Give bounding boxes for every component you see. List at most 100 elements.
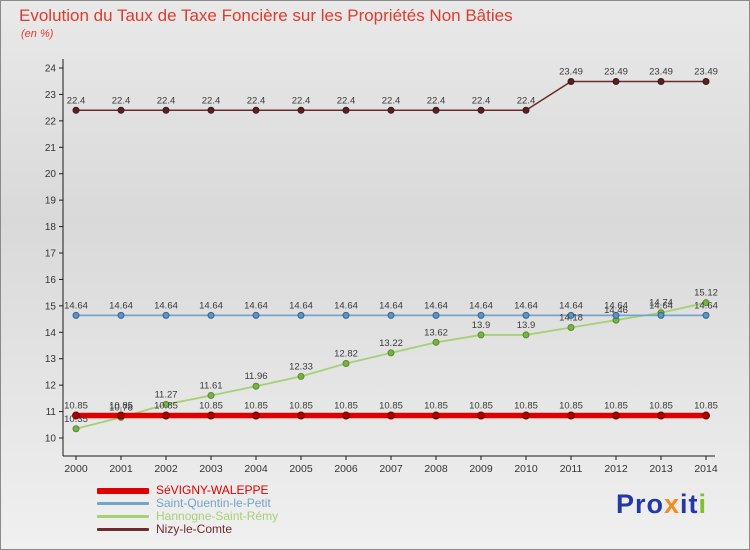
svg-text:2001: 2001 bbox=[109, 463, 133, 475]
svg-text:14.18: 14.18 bbox=[559, 313, 583, 324]
svg-text:2007: 2007 bbox=[379, 463, 403, 475]
svg-text:10.85: 10.85 bbox=[199, 401, 223, 412]
chart-title: Evolution du Taux de Taxe Foncière sur l… bbox=[19, 6, 513, 25]
svg-text:21: 21 bbox=[45, 143, 57, 154]
svg-text:2006: 2006 bbox=[334, 463, 358, 475]
svg-text:20: 20 bbox=[45, 169, 57, 180]
svg-text:10: 10 bbox=[45, 434, 57, 445]
legend-item: Saint-Quentin-le-Petit bbox=[97, 497, 278, 510]
svg-text:2009: 2009 bbox=[469, 463, 493, 475]
svg-text:11.27: 11.27 bbox=[154, 389, 177, 400]
series-3 bbox=[72, 77, 710, 114]
svg-text:18: 18 bbox=[45, 222, 57, 233]
svg-text:10.85: 10.85 bbox=[424, 401, 448, 412]
svg-text:23: 23 bbox=[45, 90, 57, 101]
legend-label: Nizy-le-Comte bbox=[156, 522, 233, 536]
legend-item: SéVIGNY-WALEPPE bbox=[97, 484, 278, 497]
svg-text:10.85: 10.85 bbox=[604, 401, 628, 412]
svg-text:14.64: 14.64 bbox=[379, 300, 403, 311]
svg-text:13.9: 13.9 bbox=[517, 320, 536, 331]
svg-text:14.64: 14.64 bbox=[199, 300, 223, 311]
legend-item: Nizy-le-Comte bbox=[97, 523, 278, 536]
svg-text:17: 17 bbox=[45, 249, 57, 260]
svg-text:10.85: 10.85 bbox=[694, 401, 718, 412]
svg-text:22.4: 22.4 bbox=[247, 95, 266, 106]
svg-text:13.22: 13.22 bbox=[379, 338, 403, 349]
proxiti-logo: Proxiti bbox=[616, 489, 707, 520]
svg-text:14.64: 14.64 bbox=[604, 300, 628, 311]
chart-subtitle: (en %) bbox=[21, 28, 54, 40]
svg-text:10.85: 10.85 bbox=[469, 401, 493, 412]
legend-swatch bbox=[97, 502, 149, 505]
svg-text:13.9: 13.9 bbox=[472, 320, 491, 331]
line-chart: 10 11 12 13 14 15 16 17 18 19 20 21 22 23 24 2000 2001 20… bbox=[45, 59, 718, 475]
svg-text:10.85: 10.85 bbox=[649, 401, 673, 412]
svg-text:15: 15 bbox=[45, 301, 57, 312]
series-1 bbox=[72, 311, 710, 319]
svg-text:2010: 2010 bbox=[514, 463, 538, 475]
svg-text:22.4: 22.4 bbox=[202, 95, 221, 106]
svg-text:19: 19 bbox=[45, 196, 57, 207]
svg-text:14: 14 bbox=[45, 328, 57, 339]
svg-text:2012: 2012 bbox=[604, 463, 628, 475]
svg-text:10.85: 10.85 bbox=[289, 401, 313, 412]
chart-legend: SéVIGNY-WALEPPE Saint-Quentin-le-Petit H… bbox=[97, 484, 278, 536]
svg-text:11: 11 bbox=[46, 407, 57, 418]
series-0 bbox=[72, 411, 710, 420]
svg-text:22.4: 22.4 bbox=[382, 95, 401, 106]
svg-text:10.85: 10.85 bbox=[559, 401, 583, 412]
svg-text:2013: 2013 bbox=[649, 463, 673, 475]
svg-text:2011: 2011 bbox=[560, 463, 583, 475]
svg-text:22.4: 22.4 bbox=[517, 95, 536, 106]
svg-text:15.12: 15.12 bbox=[694, 288, 718, 299]
legend-label: Hannogne-Saint-Rémy bbox=[156, 509, 279, 523]
svg-text:2003: 2003 bbox=[199, 463, 223, 475]
logo-letter: it bbox=[679, 489, 699, 519]
axes: 10 11 12 13 14 15 16 17 18 19 20 21 22 23 24 2000 2001 20… bbox=[45, 59, 718, 475]
svg-text:10.85: 10.85 bbox=[109, 401, 133, 412]
svg-text:2002: 2002 bbox=[154, 463, 178, 475]
svg-text:10.85: 10.85 bbox=[334, 401, 358, 412]
svg-text:14.64: 14.64 bbox=[109, 300, 133, 311]
svg-text:14.64: 14.64 bbox=[514, 300, 538, 311]
svg-text:10.35: 10.35 bbox=[64, 414, 88, 425]
svg-text:14.64: 14.64 bbox=[154, 300, 178, 311]
svg-text:10.85: 10.85 bbox=[379, 401, 403, 412]
svg-text:13: 13 bbox=[45, 354, 57, 365]
svg-text:14.64: 14.64 bbox=[244, 300, 268, 311]
svg-text:10.85: 10.85 bbox=[154, 401, 178, 412]
svg-text:14.74: 14.74 bbox=[649, 298, 673, 309]
svg-text:23.49: 23.49 bbox=[604, 66, 628, 77]
svg-text:22.4: 22.4 bbox=[292, 95, 311, 106]
svg-text:12.82: 12.82 bbox=[334, 348, 358, 359]
svg-text:22: 22 bbox=[45, 116, 57, 127]
legend-swatch bbox=[97, 487, 149, 494]
logo-letter: i bbox=[698, 489, 707, 519]
logo-letter: Pro bbox=[615, 489, 664, 519]
svg-text:10.85: 10.85 bbox=[64, 401, 88, 412]
svg-text:22.4: 22.4 bbox=[112, 95, 131, 106]
svg-text:2000: 2000 bbox=[64, 463, 88, 475]
svg-text:14.46: 14.46 bbox=[604, 305, 628, 316]
svg-text:14.64: 14.64 bbox=[649, 300, 673, 311]
svg-text:14.64: 14.64 bbox=[334, 300, 358, 311]
svg-text:11.96: 11.96 bbox=[244, 371, 267, 382]
svg-text:14.64: 14.64 bbox=[289, 300, 313, 311]
svg-text:22.4: 22.4 bbox=[337, 95, 356, 106]
svg-text:22.4: 22.4 bbox=[472, 95, 491, 106]
svg-text:22.4: 22.4 bbox=[157, 95, 176, 106]
svg-text:23.49: 23.49 bbox=[694, 66, 718, 77]
svg-text:12: 12 bbox=[45, 381, 57, 392]
legend-label: SéVIGNY-WALEPPE bbox=[156, 483, 269, 497]
svg-text:23.49: 23.49 bbox=[559, 66, 583, 77]
svg-text:2014: 2014 bbox=[694, 463, 718, 475]
svg-text:2005: 2005 bbox=[289, 463, 313, 475]
svg-text:16: 16 bbox=[45, 275, 57, 286]
svg-text:10.85: 10.85 bbox=[244, 401, 268, 412]
svg-text:10.78: 10.78 bbox=[109, 402, 133, 413]
svg-text:14.64: 14.64 bbox=[424, 300, 448, 311]
svg-text:2008: 2008 bbox=[424, 463, 448, 475]
svg-text:10.85: 10.85 bbox=[514, 401, 538, 412]
svg-text:14.64: 14.64 bbox=[559, 300, 583, 311]
